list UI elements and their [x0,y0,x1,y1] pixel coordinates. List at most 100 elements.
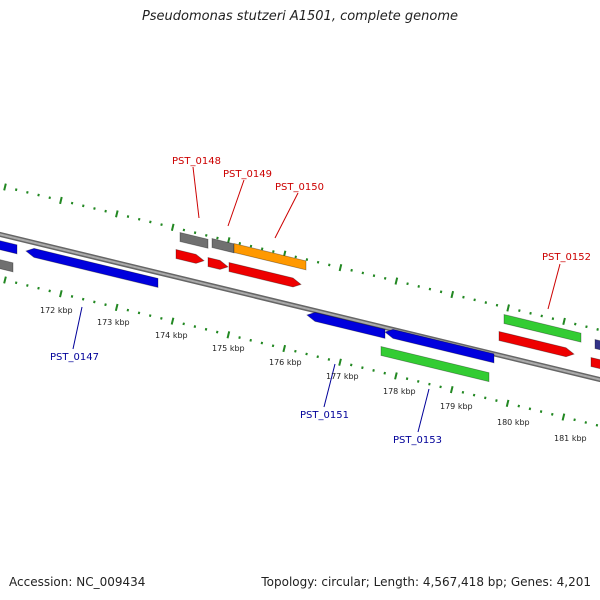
minor-tick [528,407,532,411]
minor-tick [182,228,186,232]
outer-tick-ring [3,183,599,331]
kbp-label: 172 kbp [40,306,73,315]
major-tick [394,277,399,285]
minor-tick [461,390,465,394]
minor-tick [584,421,588,424]
gene-arrow-pst-0149 [211,237,235,254]
minor-tick [484,301,488,304]
minor-tick [595,423,599,427]
gene-label-pst-0150: PST_0150 [275,182,324,193]
minor-tick [596,328,599,331]
minor-tick [215,330,219,334]
major-tick [114,303,119,312]
gene-arrow-pst-0152 [503,313,582,343]
minor-tick [573,418,576,422]
minor-tick [540,314,543,318]
kbp-label: 179 kbp [440,402,473,411]
minor-tick [518,309,521,313]
major-tick [59,196,63,205]
gene-features [0,231,600,383]
minor-tick [160,223,163,227]
gene-labels: PST_0147 PST_0148 PST_0149 PST_0150 PST_… [50,156,591,446]
gene-arrow-pst-0151 [306,312,386,339]
minor-tick [428,382,431,386]
minor-tick [81,297,85,301]
gene-arrow-edge [590,356,600,370]
minor-tick [483,396,487,400]
minor-tick [417,285,420,288]
leader-pst-0153 [417,388,430,433]
major-tick [394,372,398,380]
kbp-label: 177 kbp [326,372,359,381]
minor-tick [126,308,130,312]
minor-tick [26,284,29,287]
gene-arrow [498,330,575,358]
minor-tick [160,316,163,320]
major-tick [170,317,175,325]
minor-tick [14,281,18,285]
minor-tick [361,366,364,370]
minor-tick [305,258,309,261]
minor-tick [271,344,275,348]
gene-label-pst-0148: PST_0148 [172,156,221,167]
kbp-label: 176 kbp [269,358,302,367]
minor-tick [305,352,308,356]
minor-tick [182,322,185,326]
minor-tick [37,193,40,197]
major-tick [338,358,342,366]
leader-pst-0151 [323,363,336,408]
minor-tick [193,325,197,328]
minor-tick [93,300,96,304]
major-tick [115,210,119,218]
minor-tick [574,322,577,326]
kbp-label: 173 kbp [97,318,130,327]
minor-tick [70,295,74,298]
minor-tick [249,244,253,248]
minor-tick [48,196,51,200]
minor-tick [70,201,74,205]
kbp-scale-labels: 172 kbp 173 kbp 174 kbp 175 kbp 176 kbp … [40,306,587,443]
gene-arrow [175,248,205,264]
minor-tick [439,290,443,294]
minor-tick [26,190,29,194]
minor-tick [294,349,297,353]
minor-tick [216,236,219,240]
major-tick [3,183,7,191]
label-leaders [72,166,561,433]
major-tick [505,399,510,407]
kbp-label: 181 kbp [554,434,587,443]
minor-tick [349,363,353,367]
minor-tick [327,358,331,361]
minor-tick [405,377,409,381]
gene-arrow-edge [0,259,14,273]
minor-tick [137,217,141,221]
leader-pst-0150 [274,192,299,239]
minor-tick [383,276,387,280]
major-tick [450,290,455,299]
minor-tick [149,220,152,224]
major-tick [338,263,343,272]
gene-arrow [384,329,495,364]
minor-tick [406,282,409,286]
minor-tick [205,233,208,237]
minor-tick [14,188,18,192]
minor-tick [328,263,331,267]
minor-tick [249,338,252,342]
gene-label-pst-0152: PST_0152 [542,252,591,263]
gene-arrow-pst-0147 [25,248,159,288]
minor-tick [316,355,319,359]
leader-pst-0148 [192,166,200,219]
minor-tick [472,393,476,397]
minor-tick [517,404,521,408]
minor-tick [316,260,320,264]
minor-tick [383,371,386,375]
minor-tick [428,287,432,291]
major-tick [3,276,7,284]
minor-tick [372,369,375,372]
minor-tick [539,410,543,413]
major-tick [562,317,566,326]
major-tick [449,385,454,394]
minor-tick [37,286,40,290]
major-tick [506,304,510,312]
